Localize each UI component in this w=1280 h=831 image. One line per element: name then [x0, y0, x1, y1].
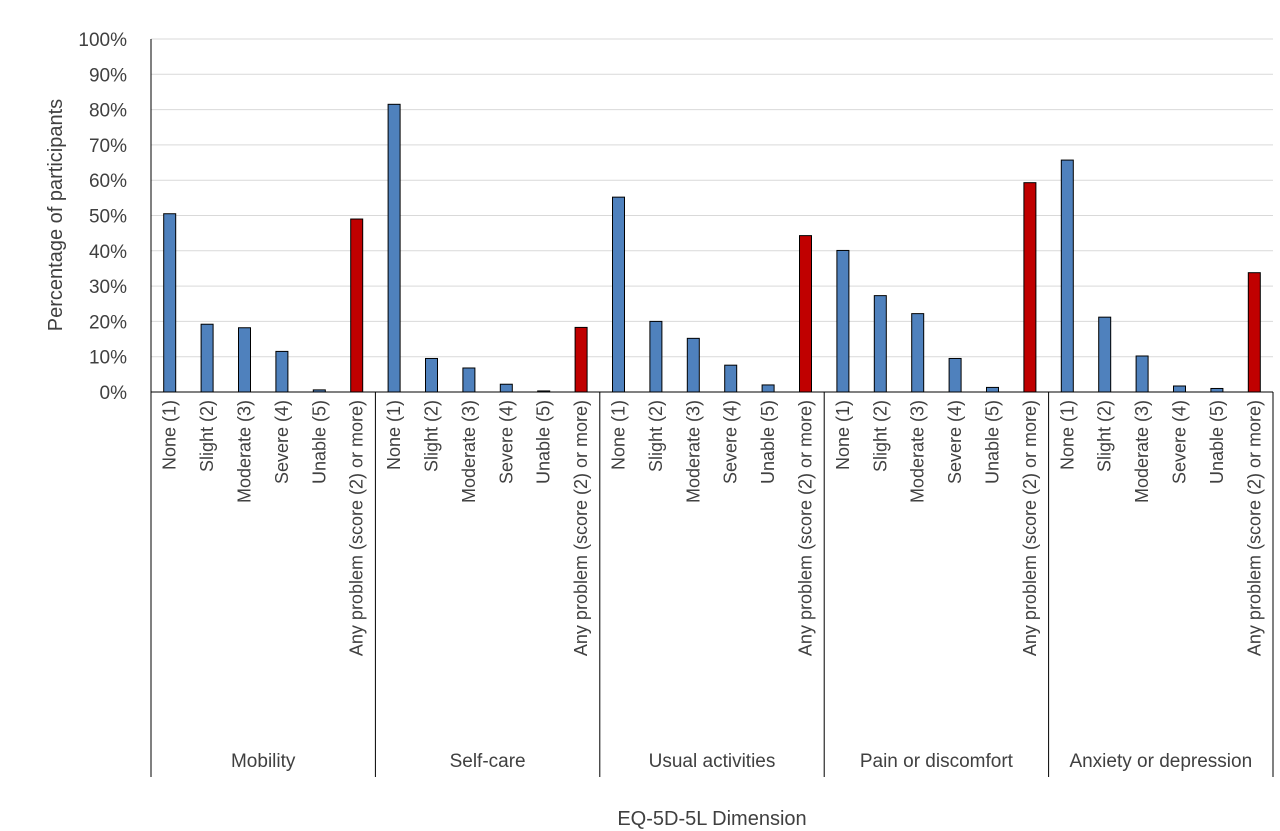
bar-any-problem: [1023, 182, 1037, 393]
x-category-label: Severe (4): [721, 400, 741, 484]
x-category-label: Severe (4): [496, 400, 516, 484]
y-tick-label: 80%: [89, 101, 127, 122]
x-category-label: None (1): [609, 400, 629, 470]
y-axis-title: Percentage of participants: [45, 99, 67, 331]
x-category-label: Moderate (3): [683, 400, 703, 503]
bar-level: [275, 350, 289, 393]
x-category-label: Slight (2): [422, 400, 442, 472]
y-tick-label: 70%: [89, 136, 127, 157]
y-tick-label: 10%: [89, 348, 127, 369]
x-category-label: Severe (4): [945, 400, 965, 484]
bar-level: [1210, 387, 1224, 393]
x-category-label: Severe (4): [1170, 400, 1190, 484]
bar-level: [387, 103, 401, 393]
bar-any-problem: [350, 218, 364, 393]
bar-level: [612, 196, 625, 393]
x-category-label: Any problem (score (2) or more): [1244, 400, 1264, 656]
bar-level: [986, 386, 999, 393]
bar-level: [1098, 316, 1112, 393]
x-category-label: Moderate (3): [1132, 400, 1152, 503]
x-category-label: None (1): [384, 400, 404, 470]
x-group-label: Mobility: [231, 751, 296, 772]
bar-any-problem: [574, 326, 588, 393]
bar-level: [1060, 159, 1074, 393]
x-category-label: Unable (5): [1207, 400, 1227, 484]
y-tick-label: 50%: [89, 207, 127, 228]
axes: [150, 39, 1274, 777]
bar-level: [686, 337, 700, 393]
bar-level: [425, 357, 438, 393]
bars: [163, 103, 1261, 393]
y-tick-label: 100%: [78, 30, 127, 51]
bar-level: [238, 327, 251, 393]
x-category-label: Slight (2): [870, 400, 890, 472]
y-tick-label: 40%: [89, 242, 127, 263]
bar-any-problem: [1247, 272, 1261, 393]
y-tick-label: 20%: [89, 312, 127, 333]
labels: 0% 10% 20% 30% 40% 50% 60% 70% 80% 90% 100% None (1…: [78, 30, 1264, 772]
bar-level: [836, 249, 850, 393]
x-category-label: Unable (5): [983, 400, 1003, 484]
bar-level: [200, 323, 214, 393]
y-tick-label: 90%: [89, 65, 127, 86]
gridlines: [151, 38, 1273, 358]
y-tick-label: 0%: [100, 383, 128, 404]
x-category-label: Unable (5): [309, 400, 329, 484]
x-group-label: Pain or discomfort: [860, 751, 1014, 772]
x-category-label: Unable (5): [534, 400, 554, 484]
x-category-label: Any problem (score (2) or more): [1020, 400, 1040, 656]
y-tick-label: 60%: [89, 171, 127, 192]
x-category-label: None (1): [833, 400, 853, 470]
bar-level: [911, 313, 925, 393]
bar-level: [499, 383, 513, 393]
bar-level: [649, 320, 663, 393]
bar-level: [724, 364, 738, 393]
x-category-label: Any problem (score (2) or more): [347, 400, 367, 656]
x-category-label: Unable (5): [758, 400, 778, 484]
x-category-label: Slight (2): [1095, 400, 1115, 472]
x-group-label: Self-care: [450, 751, 526, 772]
x-category-label: None (1): [1057, 400, 1077, 470]
x-category-label: Moderate (3): [908, 400, 928, 503]
x-category-label: Any problem (score (2) or more): [571, 400, 591, 656]
x-category-label: Slight (2): [646, 400, 666, 472]
x-axis-title: EQ-5D-5L Dimension: [617, 808, 806, 830]
bar-level: [1173, 385, 1186, 393]
bar-any-problem: [799, 235, 812, 393]
y-tick-label: 30%: [89, 277, 127, 298]
bar-level: [873, 295, 887, 393]
x-category-label: Any problem (score (2) or more): [796, 400, 816, 656]
x-group-label: Usual activities: [649, 751, 776, 772]
x-group-label: Anxiety or depression: [1069, 751, 1252, 772]
bar-level: [761, 384, 775, 393]
bar-level: [163, 213, 177, 393]
x-category-label: Moderate (3): [235, 400, 255, 503]
x-category-label: None (1): [160, 400, 180, 470]
x-category-label: Moderate (3): [459, 400, 479, 503]
x-category-label: Slight (2): [197, 400, 217, 472]
x-category-label: Severe (4): [272, 400, 292, 484]
bar-level: [948, 357, 962, 393]
bar-level: [1135, 355, 1149, 393]
bar-level: [462, 367, 476, 393]
